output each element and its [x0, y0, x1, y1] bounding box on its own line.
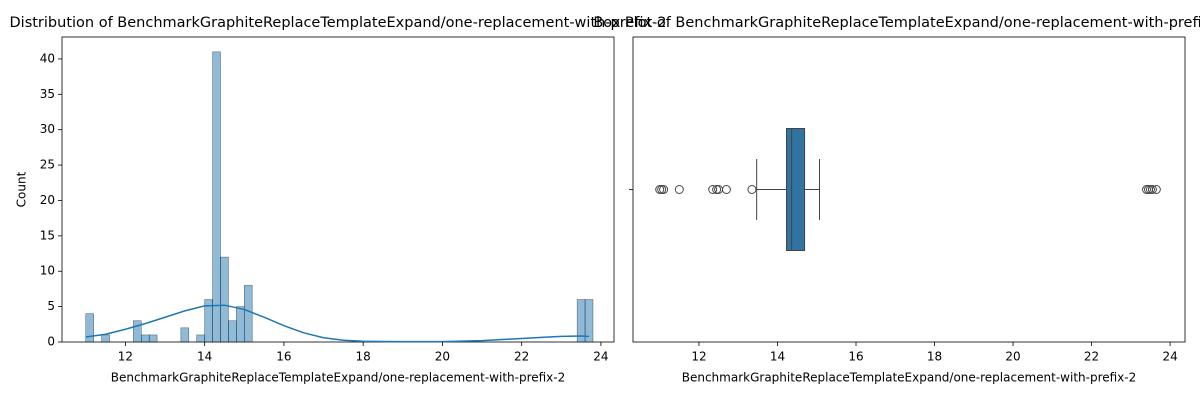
outlier	[659, 185, 669, 194]
y-tick-label: 25	[40, 158, 55, 172]
y-tick-label: 35	[40, 87, 55, 101]
x-tick-label: 22	[514, 350, 529, 364]
x-tick-label: 24	[593, 350, 608, 364]
histogram-bar	[148, 334, 158, 343]
y-tick-label: 0	[47, 335, 55, 349]
histogram-bar	[212, 51, 221, 343]
histogram-bar	[236, 306, 245, 343]
histogram-bar	[180, 327, 190, 343]
outlier	[708, 185, 718, 194]
x-tick-label: 20	[435, 350, 450, 364]
y-tick-label: 30	[40, 122, 55, 136]
histogram-bar	[220, 256, 229, 343]
histogram-bar	[228, 320, 237, 343]
outlier	[714, 185, 724, 194]
x-tick-label: 24	[1162, 350, 1177, 364]
outlier	[1147, 185, 1157, 194]
y-tick-label: 15	[40, 228, 55, 242]
x-axis-label: BenchmarkGraphiteReplaceTemplateExpand/o…	[111, 371, 566, 385]
kde-line	[85, 304, 590, 343]
x-tick-label: 18	[927, 350, 942, 364]
x-tick-label: 16	[848, 350, 863, 364]
x-tick-label: 14	[770, 350, 785, 364]
outlier	[721, 185, 731, 194]
outlier	[747, 185, 757, 194]
chart-title: Box Plot of BenchmarkGraphiteReplaceTemp…	[593, 15, 1200, 31]
plot-frame	[632, 36, 1186, 343]
y-tick-label: 40	[40, 51, 55, 65]
x-tick-label: 18	[356, 350, 371, 364]
y-tick-label: 10	[40, 264, 55, 278]
x-tick-label: 14	[197, 350, 212, 364]
histogram-bar	[85, 313, 94, 343]
outlier	[1151, 185, 1161, 194]
x-axis-label: BenchmarkGraphiteReplaceTemplateExpand/o…	[682, 371, 1137, 385]
histogram-bar	[101, 334, 110, 343]
histogram-bar	[196, 334, 205, 343]
y-axis-label: Count	[15, 171, 29, 207]
x-tick-label: 20	[1005, 350, 1020, 364]
histogram-bar	[133, 320, 142, 343]
x-tick-label: 12	[118, 350, 133, 364]
box	[786, 128, 806, 251]
plot-frame	[61, 36, 615, 343]
y-tick-label: 5	[47, 299, 55, 313]
x-tick-label: 22	[1084, 350, 1099, 364]
chart-title: Distribution of BenchmarkGraphiteReplace…	[10, 15, 667, 31]
outlier	[657, 185, 667, 194]
histogram-bar	[141, 334, 150, 343]
outlier	[674, 185, 684, 194]
x-tick-label: 12	[691, 350, 706, 364]
x-tick-label: 16	[276, 350, 291, 364]
histogram-bar	[244, 285, 253, 343]
histogram-bar	[584, 299, 594, 343]
y-tick-label: 20	[40, 193, 55, 207]
